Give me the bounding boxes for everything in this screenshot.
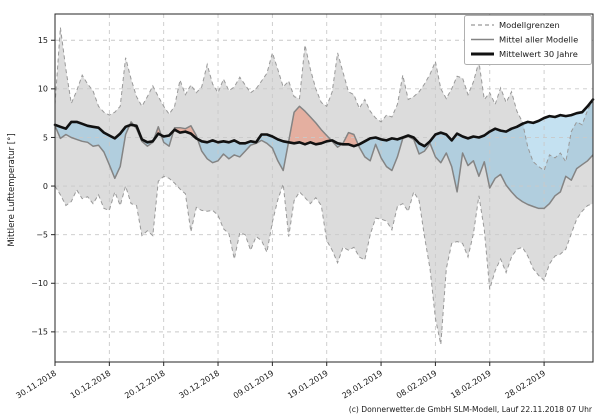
model-spread-band [55,27,593,345]
axis-ticks [51,39,545,366]
colder-than-normal-area [358,99,593,209]
y-axis-labels: 15 10 5 0 −5 −10 −15 [31,36,48,337]
lower-model-bound-line [54,175,594,345]
climate-mean-line [53,98,595,148]
warmer-than-normal-area [288,106,332,145]
x-tick-label: 19.01.2019 [286,369,330,401]
copyright-credit: (c) Donnerwetter.de GmbH SLM-Modell, Lau… [349,405,593,414]
y-tick-label: 15 [38,36,48,45]
legend-label-model-mean: Mittel aller Modelle [499,35,578,45]
x-tick-label: 29.01.2019 [340,369,384,401]
colder-than-normal-area [55,121,130,179]
y-tick-label: −10 [31,279,48,288]
upper-model-bound-line [54,27,594,172]
climate-mean-line-path [53,98,595,148]
x-tick-label: 18.02.2019 [449,369,493,401]
x-tick-label: 08.02.2019 [395,369,439,401]
y-tick-label: 5 [43,133,48,142]
x-tick-label: 09.01.2019 [232,369,276,401]
legend: Modellgrenzen Mittel aller Modelle Mitte… [464,15,592,65]
grid-lines [54,14,593,362]
legend-label-climate-mean: Mittelwert 30 Jahre [499,49,578,59]
warmer-than-normal-area [173,125,198,140]
x-tick-label: 30.11.2018 [14,369,58,401]
x-tick-label: 28.02.2019 [504,369,548,401]
plot-border [54,13,594,363]
model-mean-line [54,105,594,210]
model-bound-lines [54,27,594,345]
y-axis-title: Mittlere Lufttemperatur [°] [7,133,17,246]
legend-box [464,15,592,65]
y-tick-label: −15 [31,328,48,337]
x-tick-label: 30.12.2018 [177,369,221,401]
model-spread-band-area [55,27,593,345]
y-tick-label: 0 [43,182,48,191]
x-tick-label: 10.12.2018 [69,369,113,401]
x-axis-labels: 30.11.2018 10.12.2018 20.12.2018 30.12.2018… [14,369,547,401]
model-mean-line-path [54,105,594,210]
x-tick-label: 20.12.2018 [123,369,167,401]
y-tick-label: 10 [38,85,48,94]
legend-label-model-bounds: Modellgrenzen [499,20,560,30]
y-tick-label: −5 [36,230,48,239]
